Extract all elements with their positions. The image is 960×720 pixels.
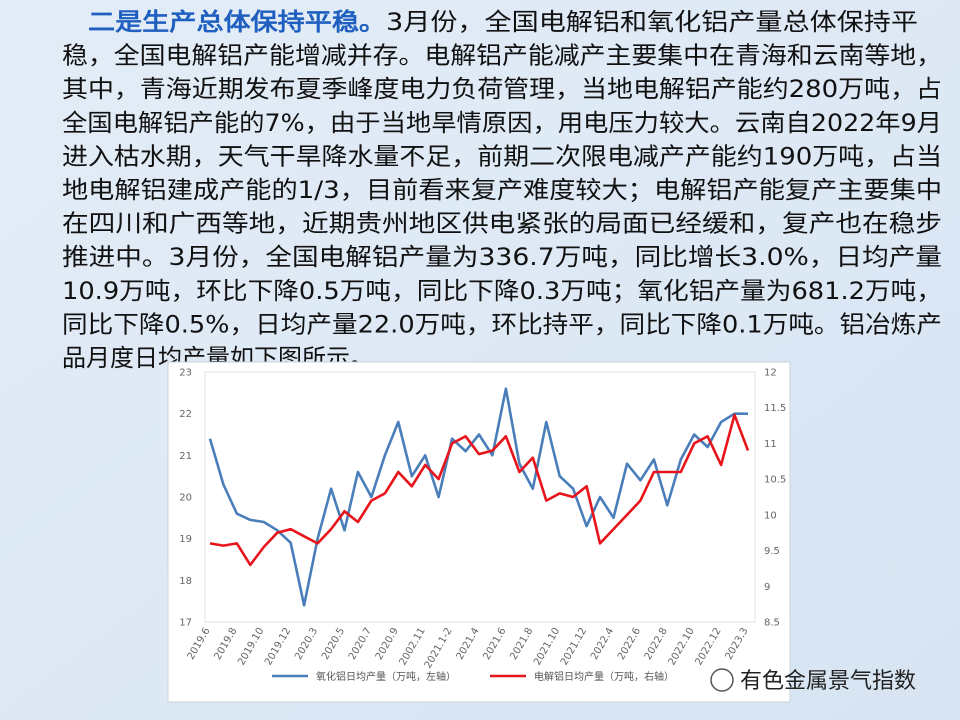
wechat-icon bbox=[710, 668, 734, 692]
y2-tick-label: 10 bbox=[764, 510, 777, 521]
paragraph-line: 全国电解铝产能的7%，由于当地旱情原因，用电压力较大。云南自2022年9月 bbox=[62, 109, 942, 137]
series-line bbox=[209, 413, 750, 567]
y2-tick-label: 9 bbox=[764, 582, 770, 593]
legend-label: 电解铝日均产量（万吨，右轴） bbox=[534, 670, 674, 683]
y-tick-label: 22 bbox=[179, 409, 192, 420]
chart-frame bbox=[167, 361, 791, 703]
y2-tick-label: 10.5 bbox=[764, 475, 786, 486]
y-tick-label: 20 bbox=[179, 493, 192, 504]
paragraph-line: 进入枯水期，天气干旱降水量不足，前期二次限电减产产能约190万吨，占当 bbox=[62, 142, 942, 170]
watermark-box: 有色金属景气指数 bbox=[710, 668, 916, 694]
paragraph-line: 稳，全国电解铝产能增减并存。电解铝产能减产主要集中在青海和云南等地， bbox=[62, 42, 942, 70]
y2-tick-label: 9.5 bbox=[764, 546, 780, 557]
y2-tick-label: 11 bbox=[764, 439, 777, 450]
paragraph-line: 地电解铝建成产能的1/3，目前看来复产难度较大；电解铝产能复产主要集中 bbox=[62, 176, 942, 204]
y2-tick-label: 8.5 bbox=[764, 618, 780, 629]
plot-frame bbox=[204, 371, 756, 623]
y-tick-label: 18 bbox=[179, 576, 192, 587]
paragraph-line: 其中，青海近期发布夏季峰度电力负荷管理，当地电解铝产能约280万吨，占 bbox=[62, 75, 942, 103]
y-tick-label: 17 bbox=[179, 618, 192, 629]
paragraph-line: 在四川和广西等地，近期贵州地区供电紧张的局面已经缓和，复产也在稳步 bbox=[62, 210, 942, 238]
watermark: 有色金属景气指数 bbox=[740, 669, 916, 694]
paragraph: 二是生产总体保持平稳。 3月份，全国电解铝和氧化铝产量总体保持平稳，全国电解铝产能… bbox=[62, 8, 942, 372]
series-line bbox=[208, 387, 748, 607]
y2-tick-label: 11.5 bbox=[764, 403, 786, 414]
paragraph-text: 3月份，全国电解铝和氧化铝产量总体保持平 bbox=[386, 8, 918, 36]
y2-tick-label: 12 bbox=[764, 368, 777, 379]
paragraph-line: 二是生产总体保持平稳。 3月份，全国电解铝和氧化铝产量总体保持平 bbox=[88, 8, 918, 36]
paragraph-line: 10.9万吨，环比下降0.5万吨，同比下降0.3万吨；氧化铝产量为681.2万吨… bbox=[62, 277, 942, 305]
paragraph-line: 推进中。3月份，全国电解铝产量为336.7万吨，同比增长3.0%，日均产量 bbox=[62, 243, 942, 271]
y-tick-label: 19 bbox=[179, 534, 192, 545]
y-tick-label: 21 bbox=[179, 451, 192, 462]
paragraph-line: 同比下降0.5%，日均产量22.0万吨，环比持平，同比下降0.1万吨。铝冶炼产 bbox=[62, 310, 942, 338]
legend-label: 氧化铝日均产量（万吨，左轴） bbox=[316, 670, 456, 683]
y-tick-label: 23 bbox=[179, 368, 192, 379]
paragraph-lead: 二是生产总体保持平稳。 bbox=[88, 8, 386, 36]
